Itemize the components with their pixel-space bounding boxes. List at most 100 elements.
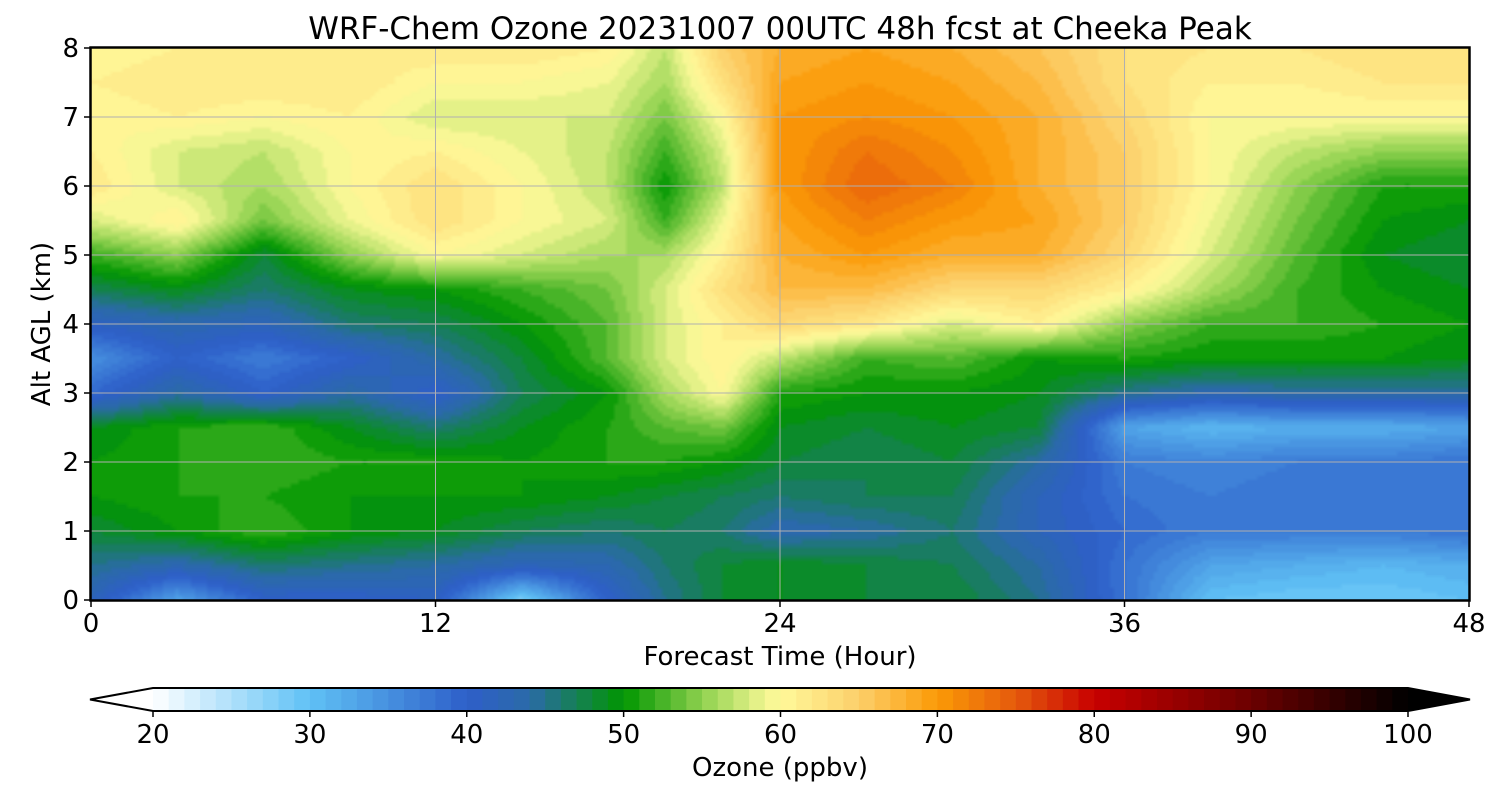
- colorbar-bin: [749, 688, 766, 711]
- colorbar-bin: [1392, 688, 1409, 711]
- colorbar-bin: [356, 688, 374, 711]
- colorbar-bin: [1345, 688, 1362, 711]
- colorbar-bin: [1251, 688, 1268, 711]
- colorbar-bin: [215, 688, 233, 711]
- colorbar-bin: [278, 688, 295, 711]
- colorbar-bin: [655, 688, 672, 711]
- y-tick-label: 5: [62, 241, 79, 271]
- colorbar-bin: [560, 688, 578, 711]
- colorbar-label: Ozone (ppbv): [692, 753, 868, 783]
- x-axis-label: Forecast Time (Hour): [643, 642, 916, 672]
- colorbar-bin: [1141, 688, 1158, 711]
- colorbar-tick-label: 70: [921, 720, 954, 750]
- colorbar-bin: [1062, 688, 1080, 711]
- colorbar-bin: [498, 688, 515, 711]
- colorbar: [89, 687, 1471, 712]
- colorbar-bin: [1000, 688, 1017, 711]
- colorbar-tick-label: 60: [764, 720, 797, 750]
- x-tick-label: 36: [1108, 609, 1141, 639]
- colorbar-ticks: 20 30 40 50 60 70 80 90 100: [136, 711, 1433, 750]
- colorbar-bin: [200, 688, 217, 711]
- x-tick-label: 0: [83, 609, 100, 639]
- colorbar-bin: [1157, 688, 1174, 711]
- chart-title: WRF-Chem Ozone 20231007 00UTC 48h fcst a…: [308, 11, 1252, 47]
- colorbar-tick-label: 30: [293, 720, 326, 750]
- colorbar-tick-label: 40: [450, 720, 483, 750]
- colorbar-bin: [890, 688, 907, 711]
- colorbar-bin: [262, 688, 280, 711]
- colorbar-bin: [388, 688, 405, 711]
- colorbar-bin: [686, 688, 703, 711]
- colorbar-bin: [168, 688, 185, 711]
- colorbar-bin: [1047, 688, 1064, 711]
- colorbar-bin: [466, 688, 484, 711]
- colorbar-bin: [858, 688, 876, 711]
- y-axis-label: Alt AGL (km): [27, 242, 57, 406]
- colorbar-bin: [1235, 688, 1252, 711]
- x-tick-label: 12: [419, 609, 452, 639]
- colorbar-bin: [451, 688, 468, 711]
- x-tick-label: 48: [1452, 609, 1485, 639]
- colorbar-bin: [827, 688, 844, 711]
- y-tick-label: 6: [62, 172, 79, 202]
- colorbar-bin: [796, 688, 813, 711]
- colorbar-tick-label: 20: [136, 720, 169, 750]
- colorbar-bin: [1266, 688, 1284, 711]
- colorbar-bin: [843, 688, 860, 711]
- colorbar-bin: [623, 688, 640, 711]
- colorbar-bin: [764, 688, 782, 711]
- y-tick-label: 8: [62, 34, 79, 64]
- colorbar-bin: [733, 688, 750, 711]
- colorbar-bin: [1172, 688, 1189, 711]
- x-tick-label: 24: [763, 609, 796, 639]
- colorbar-bin: [184, 688, 201, 711]
- colorbar-bin: [1204, 688, 1221, 711]
- y-tick-label: 0: [62, 586, 79, 616]
- y-tick-label: 2: [62, 448, 79, 478]
- colorbar-bin: [607, 688, 625, 711]
- y-tick-label: 4: [62, 310, 79, 340]
- colorbar-bin: [953, 688, 970, 711]
- colorbar-bin: [1329, 688, 1346, 711]
- y-tick-label: 1: [62, 517, 79, 547]
- colorbar-bin: [906, 688, 923, 711]
- colorbar-bin: [325, 688, 342, 711]
- colorbar-extend-high: [1408, 688, 1470, 711]
- colorbar-bin: [811, 688, 829, 711]
- colorbar-bin: [372, 688, 389, 711]
- colorbar-bin: [968, 688, 986, 711]
- colorbar-bin: [670, 688, 687, 711]
- colorbar-bin: [780, 688, 797, 711]
- colorbar-bin: [404, 688, 421, 711]
- y-tick-label: 3: [62, 379, 79, 409]
- colorbar-bin: [231, 688, 248, 711]
- colorbar-tick-label: 50: [607, 720, 640, 750]
- colorbar-tick-label: 100: [1383, 720, 1433, 750]
- colorbar-tick-label: 80: [1078, 720, 1111, 750]
- colorbar-bin: [1094, 688, 1111, 711]
- colorbar-bin: [1031, 688, 1048, 711]
- colorbar-bin: [529, 688, 546, 711]
- colorbar-bin: [482, 688, 499, 711]
- colorbar-bin: [1282, 688, 1299, 711]
- colorbar-bin: [1313, 688, 1331, 711]
- colorbar-bin: [294, 688, 311, 711]
- colorbar-bin: [1219, 688, 1237, 711]
- colorbar-bin: [1109, 688, 1127, 711]
- colorbar-bin: [513, 688, 531, 711]
- colorbar-bin: [984, 688, 1001, 711]
- colorbar-bin: [1360, 688, 1378, 711]
- colorbar-bin: [1188, 688, 1205, 711]
- x-axis-ticks: 0 12 24 36 48: [83, 600, 1486, 639]
- colorbar-bin: [545, 688, 562, 711]
- colorbar-bin: [576, 688, 593, 711]
- colorbar-bin: [309, 688, 327, 711]
- colorbar-bin: [419, 688, 436, 711]
- colorbar-bin: [1298, 688, 1315, 711]
- colorbar-bin: [153, 688, 170, 711]
- colorbar-bin: [1376, 688, 1393, 711]
- y-tick-label: 7: [62, 103, 79, 133]
- colorbar-extend-low: [90, 688, 153, 711]
- colorbar-bin: [874, 688, 891, 711]
